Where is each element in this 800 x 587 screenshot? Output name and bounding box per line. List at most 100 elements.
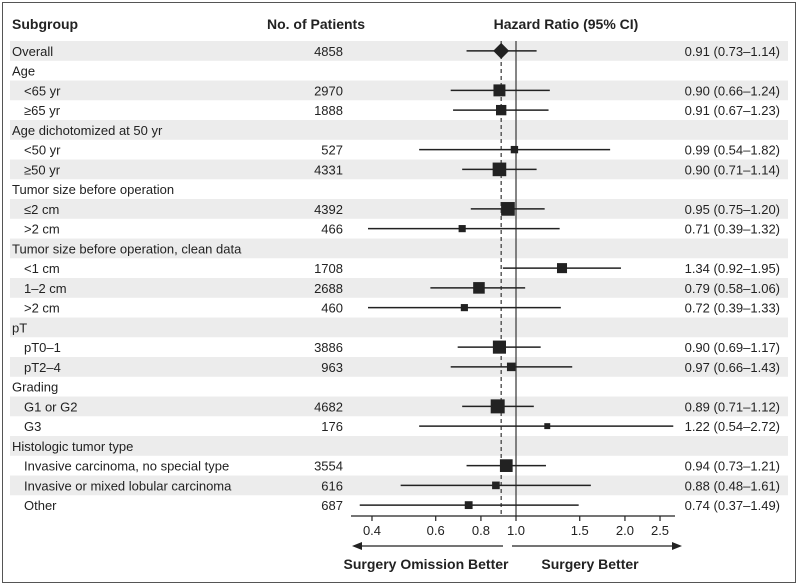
point-estimate [492, 340, 506, 354]
row-stripe [10, 475, 788, 496]
point-estimate [464, 501, 473, 510]
hazard-ratio-ci: 0.90 (0.71–1.14) [685, 162, 780, 177]
point-estimate [492, 481, 500, 490]
row-label-65-yr: ≥65 yr [24, 103, 61, 118]
left-arrowhead [352, 542, 362, 550]
hazard-ratio-ci: 0.99 (0.54–1.82) [685, 143, 780, 158]
patient-count: 1888 [314, 103, 343, 118]
row-stripes [10, 41, 788, 496]
row-stripe [10, 80, 788, 101]
right-arrowhead [672, 542, 682, 550]
row-label-2-cm: >2 cm [24, 222, 60, 237]
row-label-g3: G3 [24, 419, 41, 434]
row-label-pt: pT [12, 320, 27, 335]
patient-count: 466 [321, 222, 343, 237]
hazard-ratio-ci: 0.89 (0.71–1.12) [685, 399, 780, 414]
point-estimate [544, 423, 551, 430]
patient-count: 4331 [314, 162, 343, 177]
row-stripe [10, 278, 788, 298]
x-tick-label: 2.0 [616, 523, 634, 538]
row-stripe [10, 317, 788, 338]
hazard-ratio-ci: 0.94 (0.73–1.21) [685, 459, 780, 474]
point-estimate [473, 282, 485, 294]
row-stripe [10, 41, 788, 61]
point-estimate [490, 399, 505, 414]
x-tick-label: 0.8 [472, 523, 490, 538]
row-label-invasive-carcinoma-no-special-type: Invasive carcinoma, no special type [24, 459, 229, 474]
point-estimate [492, 162, 507, 177]
row-label-g1-or-g2: G1 or G2 [24, 399, 77, 414]
row-label-tumor-size-before-operation: Tumor size before operation [12, 182, 174, 197]
row-label-65-yr: <65 yr [24, 83, 61, 98]
patient-count: 687 [321, 498, 343, 513]
row-stripe [10, 120, 788, 140]
row-stripe [10, 396, 788, 417]
hazard-ratio-ci: 1.22 (0.54–2.72) [685, 419, 780, 434]
header-patients: No. of Patients [267, 16, 365, 32]
hazard-ratio-ci: 0.95 (0.75–1.20) [685, 202, 780, 217]
hazard-ratio-ci: 0.90 (0.69–1.17) [685, 340, 780, 355]
plot-marks [359, 41, 674, 516]
patient-count: 963 [321, 360, 343, 375]
row-stripe [10, 159, 788, 180]
row-stripe [10, 436, 788, 456]
patient-count: 1708 [314, 261, 343, 276]
point-estimate [510, 145, 519, 154]
x-tick-label: 0.6 [427, 523, 445, 538]
row-label-2-cm: >2 cm [24, 301, 60, 316]
row-label-1-2-cm: 1–2 cm [24, 281, 67, 296]
patient-count: 527 [321, 143, 343, 158]
point-estimate [556, 263, 568, 274]
row-stripe [10, 238, 788, 259]
hazard-ratio-ci: 0.74 (0.37–1.49) [685, 498, 780, 513]
patient-count: 4392 [314, 202, 343, 217]
point-estimate [506, 362, 516, 372]
overall-diamond [493, 42, 510, 59]
row-label-pt2-4: pT2–4 [24, 360, 61, 375]
row-label-2-cm: ≤2 cm [24, 202, 59, 217]
point-estimate [460, 304, 468, 312]
row-label-tumor-size-before-operation-clean-data: Tumor size before operation, clean data [12, 241, 242, 256]
header-hazard-ratio: Hazard Ratio (95% CI) [494, 16, 639, 32]
hazard-ratio-ci: 0.91 (0.73–1.14) [685, 44, 780, 59]
row-label-histologic-tumor-type: Histologic tumor type [12, 439, 133, 454]
row-label-grading: Grading [12, 380, 58, 395]
point-estimate [499, 459, 513, 472]
patient-count: 4682 [314, 399, 343, 414]
row-label-age: Age [12, 64, 35, 79]
row-stripe [10, 199, 788, 219]
patient-count: 176 [321, 419, 343, 434]
row-label-overall: Overall [12, 44, 53, 59]
point-estimate [493, 84, 506, 97]
x-tick-label: 1.0 [507, 523, 525, 538]
hazard-ratio-ci: 0.91 (0.67–1.23) [685, 103, 780, 118]
point-estimate [501, 202, 515, 216]
x-tick-label: 1.5 [571, 523, 589, 538]
row-label-50-yr: ≥50 yr [24, 162, 61, 177]
row-label-age-dichotomized-at-50-yr: Age dichotomized at 50 yr [12, 123, 163, 138]
row-labels: Overall 4858 0.91 (0.73–1.14) Age <65 yr 2970… [12, 44, 780, 513]
point-estimate [496, 104, 507, 116]
patient-count: 2970 [314, 83, 343, 98]
patient-count: 3554 [314, 459, 343, 474]
patient-count: 3886 [314, 340, 343, 355]
row-label-other: Other [24, 498, 57, 513]
x-axis: 0.4 0.6 0.8 1.0 1.5 2.0 2.5 [351, 515, 675, 538]
hazard-ratio-ci: 0.90 (0.66–1.24) [685, 83, 780, 98]
hazard-ratio-ci: 0.71 (0.39–1.32) [685, 222, 780, 237]
patient-count: 616 [321, 478, 343, 493]
hazard-ratio-ci: 1.34 (0.92–1.95) [685, 261, 780, 276]
row-label-pt0-1: pT0–1 [24, 340, 61, 355]
row-label-invasive-or-mixed-lobular-carcinoma: Invasive or mixed lobular carcinoma [24, 478, 232, 493]
x-tick-label: 2.5 [651, 523, 669, 538]
hazard-ratio-ci: 0.72 (0.39–1.33) [685, 301, 780, 316]
header-subgroup: Subgroup [12, 16, 78, 32]
right-direction-label: Surgery Better [541, 556, 639, 572]
row-stripe [10, 357, 788, 377]
x-tick-label: 0.4 [363, 523, 381, 538]
hazard-ratio-ci: 0.79 (0.58–1.06) [685, 281, 780, 296]
row-label-50-yr: <50 yr [24, 143, 61, 158]
patient-count: 4858 [314, 44, 343, 59]
